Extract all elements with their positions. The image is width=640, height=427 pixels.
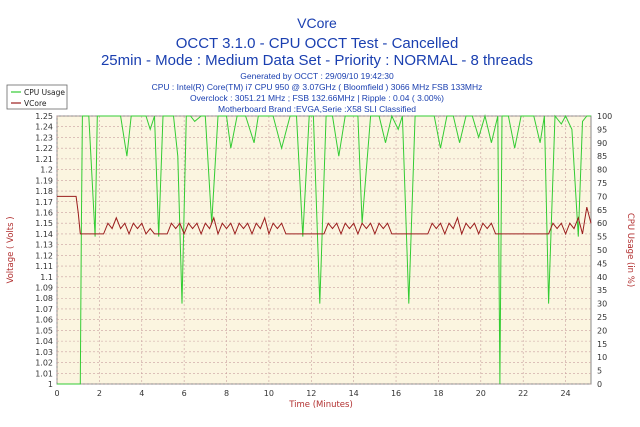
y-tick-label: 1.06 <box>35 316 53 325</box>
y2-tick-label: 95 <box>597 125 607 134</box>
y-tick-label: 1.24 <box>35 123 53 132</box>
info-generated: Generated by OCCT : 29/09/10 19:42:30 <box>240 71 394 81</box>
y2-tick-label: 35 <box>597 286 607 295</box>
y2-axis-ticks: 1009590858075706560555045403530252015105… <box>597 112 612 389</box>
plot-area <box>56 115 592 385</box>
y2-tick-label: 5 <box>597 367 602 376</box>
y2-tick-label: 15 <box>597 340 607 349</box>
y-tick-label: 1.19 <box>35 176 53 185</box>
y-tick-label: 1.11 <box>35 262 53 271</box>
y-tick-label: 1.14 <box>35 230 53 239</box>
legend-label-vcore: VCore <box>24 99 47 108</box>
chart-subtitle: OCCT 3.1.0 - CPU OCCT Test - Cancelled <box>176 35 459 52</box>
series-group <box>57 114 592 385</box>
y2-tick-label: 25 <box>597 313 607 322</box>
y2-tick-label: 0 <box>597 380 602 389</box>
info-motherboard: Motherboard Brand :EVGA,Serie :X58 SLI C… <box>218 104 416 114</box>
y-tick-label: 1.23 <box>35 133 53 142</box>
y-tick-label: 1.13 <box>35 241 53 250</box>
y2-tick-label: 40 <box>597 273 607 282</box>
x-tick-label: 18 <box>433 389 443 398</box>
y-tick-label: 1.07 <box>35 305 53 314</box>
legend-box <box>6 84 68 110</box>
y2-tick-label: 50 <box>597 246 607 255</box>
y2-tick-label: 60 <box>597 219 607 228</box>
legend: CPU Usage VCore <box>6 84 68 110</box>
x-tick-label: 14 <box>349 389 359 398</box>
y2-tick-label: 75 <box>597 179 607 188</box>
y-tick-label: 1.05 <box>35 326 53 335</box>
y2-tick-label: 10 <box>597 353 607 362</box>
y2-tick-label: 20 <box>597 326 607 335</box>
y-tick-label: 1.16 <box>35 208 53 217</box>
x-axis-ticks: 0 2 4 6 8 10 12 14 16 18 20 22 24 <box>54 389 570 398</box>
series-line-vcore <box>57 195 592 236</box>
y2-tick-label: 90 <box>597 139 607 148</box>
y-axis-ticks: 1.25 1.241.23 1.22 1.21 1.21.19 1.18 1.171.16 1… <box>35 112 53 389</box>
x-tick-label: 8 <box>224 389 229 398</box>
y2-tick-label: 70 <box>597 192 607 201</box>
y2-tick-label: 85 <box>597 152 607 161</box>
x-tick-label: 2 <box>97 389 102 398</box>
grid-lines <box>56 115 591 385</box>
y2-tick-label: 80 <box>597 166 607 175</box>
x-tick-label: 0 <box>54 389 59 398</box>
y-tick-label: 1.17 <box>35 198 53 207</box>
x-tick-label: 4 <box>139 389 144 398</box>
info-overclock: Overclock : 3051.21 MHz ; FSB 132.66MHz … <box>190 93 444 103</box>
y-tick-label: 1.01 <box>35 369 53 378</box>
y-tick-label: 1.02 <box>35 359 53 368</box>
y-axis-label: Voltage ( Volts ) <box>6 216 16 283</box>
y-tick-label: 1.12 <box>35 251 53 260</box>
y-tick-label: 1.21 <box>35 155 53 164</box>
y-tick-label: 1.1 <box>40 273 53 282</box>
x-tick-label: 20 <box>476 389 486 398</box>
legend-label-cpu: CPU Usage <box>24 88 65 97</box>
y2-tick-label: 45 <box>597 259 607 268</box>
y2-tick-label: 55 <box>597 233 607 242</box>
y-tick-label: 1.2 <box>40 166 53 175</box>
y-tick-label: 1.18 <box>35 187 53 196</box>
y-tick-label: 1.15 <box>35 219 53 228</box>
x-tick-label: 10 <box>264 389 274 398</box>
y-tick-label: 1.09 <box>35 284 53 293</box>
x-tick-label: 12 <box>306 389 316 398</box>
y-tick-label: 1.03 <box>35 348 53 357</box>
x-axis-label: Time (Minutes) <box>288 400 353 410</box>
y2-tick-label: 65 <box>597 206 607 215</box>
y-tick-label: 1.08 <box>35 294 53 303</box>
y2-tick-label: 30 <box>597 300 607 309</box>
x-tick-label: 16 <box>391 389 401 398</box>
x-tick-label: 22 <box>518 389 528 398</box>
x-tick-label: 6 <box>182 389 187 398</box>
y-tick-label: 1 <box>48 380 53 389</box>
y2-axis-label: CPU Usage (in %) <box>625 213 635 287</box>
chart-subtitle-2: 25min - Mode : Medium Data Set - Priorit… <box>101 52 533 69</box>
x-tick-label: 24 <box>560 389 570 398</box>
series-line-cpu-usage <box>57 114 591 385</box>
y-tick-label: 1.04 <box>35 337 53 346</box>
y-tick-label: 1.22 <box>35 144 53 153</box>
y-tick-label: 1.25 <box>35 112 53 121</box>
y2-tick-label: 100 <box>597 112 612 121</box>
info-cpu: CPU : Intel(R) Core(TM) i7 CPU 950 @ 3.0… <box>152 82 483 92</box>
chart-title: VCore <box>297 15 337 31</box>
